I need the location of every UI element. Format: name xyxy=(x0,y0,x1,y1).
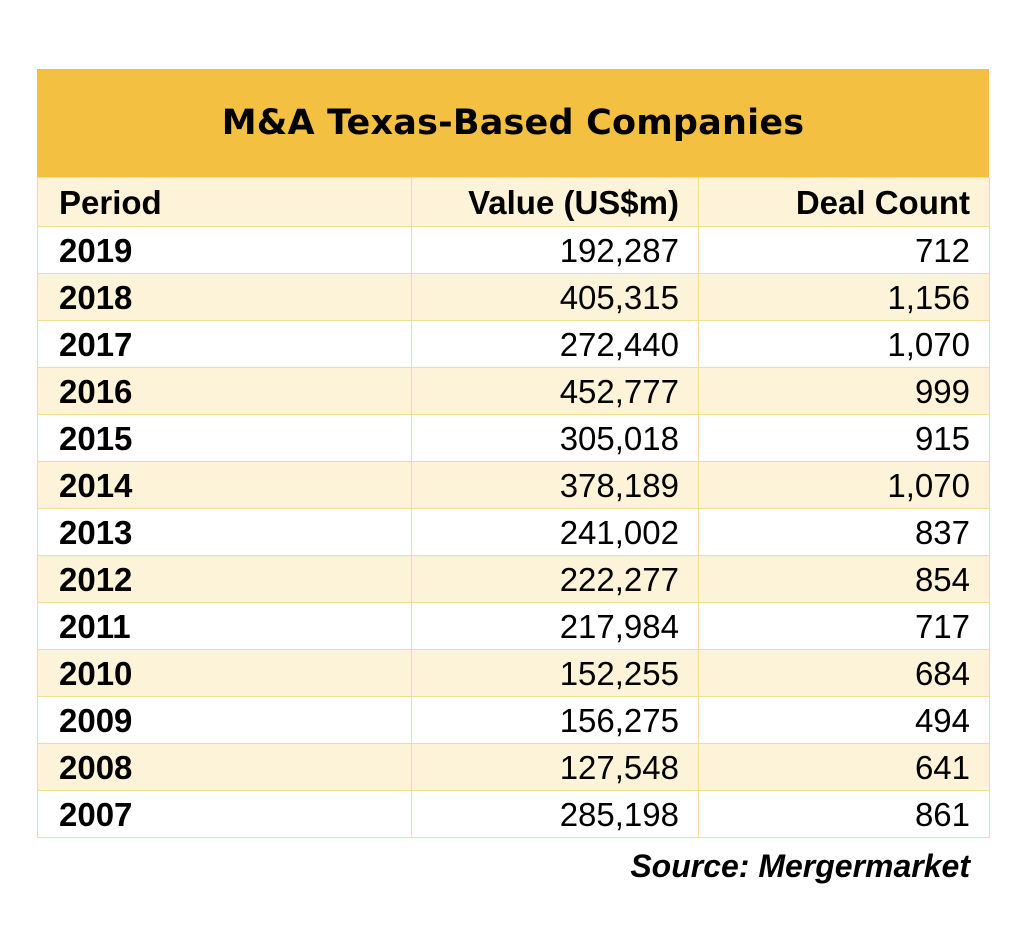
cell-period: 2008 xyxy=(37,743,412,791)
column-header-deal-count: Deal Count xyxy=(698,177,990,227)
cell-value: 192,287 xyxy=(411,226,699,274)
source-note: Source: Mergermarket xyxy=(630,848,970,884)
cell-deal-count: 1,156 xyxy=(698,273,990,321)
cell-deal-count: 999 xyxy=(698,367,990,415)
table-row: 2013 241,002 837 xyxy=(37,508,990,556)
cell-value: 378,189 xyxy=(411,461,699,509)
cell-value: 217,984 xyxy=(411,602,699,650)
data-table: Period Value (US$m) Deal Count 2019 192,2… xyxy=(37,177,990,838)
cell-deal-count: 717 xyxy=(698,602,990,650)
table-row: 2008 127,548 641 xyxy=(37,743,990,791)
cell-value: 127,548 xyxy=(411,743,699,791)
cell-value: 272,440 xyxy=(411,320,699,368)
table-row: 2011 217,984 717 xyxy=(37,602,990,650)
cell-deal-count: 837 xyxy=(698,508,990,556)
cell-period: 2018 xyxy=(37,273,412,321)
cell-deal-count: 915 xyxy=(698,414,990,462)
table-row: 2009 156,275 494 xyxy=(37,696,990,744)
cell-period: 2009 xyxy=(37,696,412,744)
cell-value: 452,777 xyxy=(411,367,699,415)
cell-period: 2013 xyxy=(37,508,412,556)
header-row: Period Value (US$m) Deal Count xyxy=(37,177,990,227)
cell-deal-count: 712 xyxy=(698,226,990,274)
cell-deal-count: 684 xyxy=(698,649,990,697)
cell-value: 285,198 xyxy=(411,790,699,838)
cell-deal-count: 854 xyxy=(698,555,990,603)
cell-value: 156,275 xyxy=(411,696,699,744)
table-row: 2018 405,315 1,156 xyxy=(37,273,990,321)
cell-period: 2017 xyxy=(37,320,412,368)
cell-deal-count: 641 xyxy=(698,743,990,791)
cell-period: 2011 xyxy=(37,602,412,650)
table-title: M&A Texas-Based Companies xyxy=(37,69,989,177)
table-body: 2019 192,287 712 2018 405,315 1,156 2017 272,44… xyxy=(37,226,990,838)
cell-period: 2019 xyxy=(37,226,412,274)
ma-table: M&A Texas-Based Companies Period Value (… xyxy=(37,69,990,838)
table-row: 2012 222,277 854 xyxy=(37,555,990,603)
cell-value: 305,018 xyxy=(411,414,699,462)
table-row: 2014 378,189 1,070 xyxy=(37,461,990,509)
table-row: 2010 152,255 684 xyxy=(37,649,990,697)
table-row: 2016 452,777 999 xyxy=(37,367,990,415)
cell-deal-count: 1,070 xyxy=(698,461,990,509)
column-header-period: Period xyxy=(37,177,412,227)
cell-period: 2012 xyxy=(37,555,412,603)
cell-value: 405,315 xyxy=(411,273,699,321)
cell-value: 222,277 xyxy=(411,555,699,603)
cell-period: 2014 xyxy=(37,461,412,509)
cell-value: 241,002 xyxy=(411,508,699,556)
table-row: 2019 192,287 712 xyxy=(37,226,990,274)
cell-deal-count: 1,070 xyxy=(698,320,990,368)
cell-deal-count: 861 xyxy=(698,790,990,838)
cell-period: 2015 xyxy=(37,414,412,462)
column-header-value: Value (US$m) xyxy=(411,177,699,227)
table-row: 2015 305,018 915 xyxy=(37,414,990,462)
table-row: 2007 285,198 861 xyxy=(37,790,990,838)
cell-period: 2010 xyxy=(37,649,412,697)
cell-period: 2007 xyxy=(37,790,412,838)
table-row: 2017 272,440 1,070 xyxy=(37,320,990,368)
cell-deal-count: 494 xyxy=(698,696,990,744)
cell-period: 2016 xyxy=(37,367,412,415)
cell-value: 152,255 xyxy=(411,649,699,697)
